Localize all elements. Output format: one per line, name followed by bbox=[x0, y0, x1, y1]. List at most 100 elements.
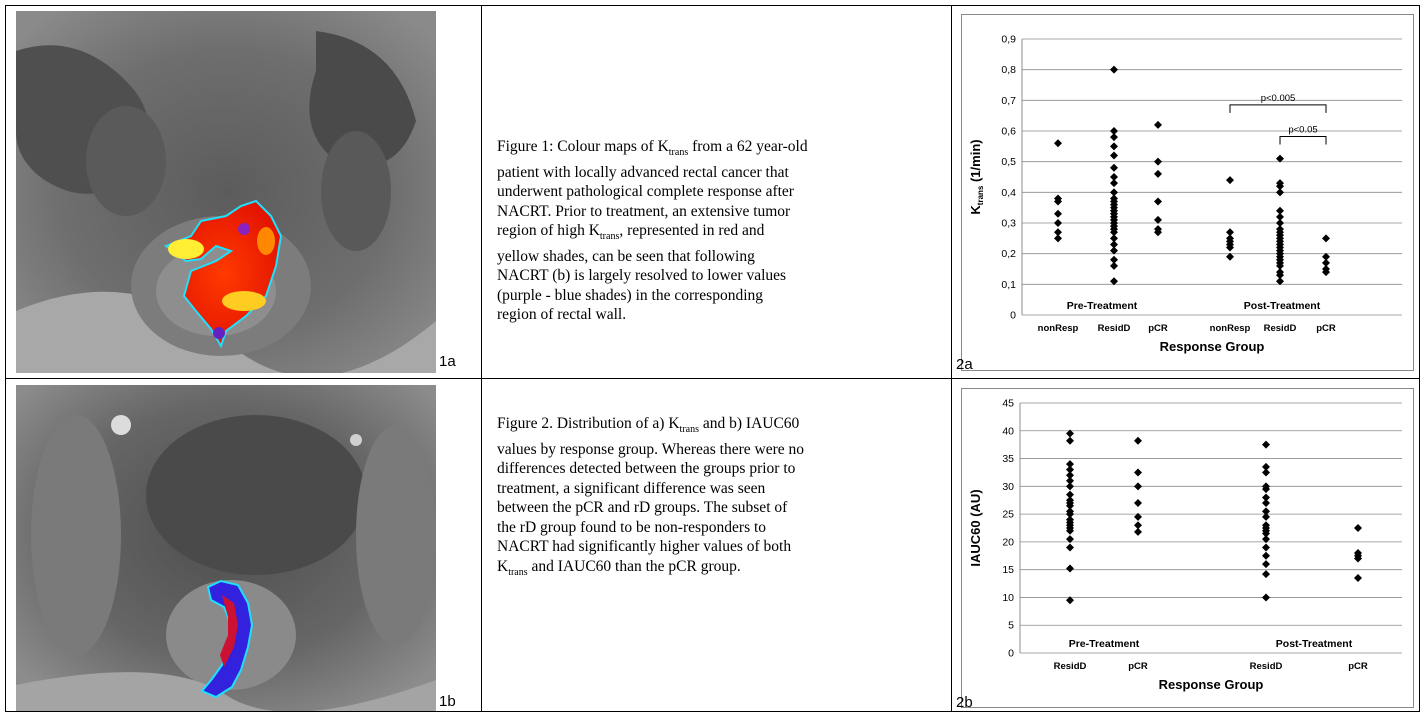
data-point bbox=[1066, 476, 1074, 485]
caption-line: differences detected between the groups … bbox=[497, 460, 796, 478]
x-tick-label: pCR bbox=[1316, 323, 1336, 334]
data-point bbox=[1110, 173, 1118, 181]
data-point bbox=[1066, 510, 1074, 519]
data-point bbox=[1322, 234, 1330, 243]
data-point bbox=[1066, 564, 1074, 573]
caption-line: values by response group. Whereas there … bbox=[497, 440, 805, 458]
caption-line: patient with locally advanced rectal can… bbox=[497, 163, 789, 181]
data-point bbox=[1154, 197, 1162, 206]
data-point bbox=[1276, 219, 1284, 227]
data-point bbox=[1276, 277, 1284, 286]
y-tick-label: 10 bbox=[1002, 592, 1014, 604]
caption-line: region of high Ktrans, represented in re… bbox=[497, 222, 765, 243]
panel-label-2a: 2a bbox=[956, 356, 973, 373]
caption-line: Ktrans and IAUC60 than the pCR group. bbox=[497, 557, 741, 578]
data-point bbox=[1322, 258, 1330, 267]
group-label: Pre-Treatment bbox=[1067, 300, 1138, 312]
data-point bbox=[1066, 526, 1074, 535]
data-point bbox=[1262, 593, 1270, 602]
chart-2a: 0 0,1 0,2 0,3 0,4 0,5 0,6 0,7 0,8 0,9 nonResp Resid… bbox=[968, 34, 1402, 354]
x-tick-label: ResidD bbox=[1098, 323, 1131, 334]
data-point bbox=[1066, 596, 1074, 605]
x-tick-label: nonResp bbox=[1210, 323, 1251, 334]
caption-line: Figure 2. Distribution of a) Ktrans and … bbox=[497, 415, 800, 436]
y-tick-label: 0,7 bbox=[1001, 95, 1016, 107]
data-point bbox=[1154, 120, 1162, 129]
data-point bbox=[1134, 436, 1142, 445]
x-tick-label: pCR bbox=[1148, 323, 1168, 334]
y-tick-label: 0,2 bbox=[1001, 248, 1016, 260]
caption-line: NACRT had significantly higher values of… bbox=[497, 538, 792, 556]
data-point bbox=[1134, 521, 1142, 530]
y-tick-label: 45 bbox=[1002, 398, 1014, 410]
mri-image-1a bbox=[16, 11, 436, 373]
data-point bbox=[1066, 436, 1074, 445]
y-tick-label: 0,6 bbox=[1001, 126, 1016, 138]
y-tick-label: 0 bbox=[1008, 648, 1014, 660]
y-tick-label: 5 bbox=[1008, 620, 1014, 632]
chart-2b-frame: 0 5 10 15 20 25 30 35 40 45 ResidD pCR ResidD pCR Pre-… bbox=[961, 388, 1414, 708]
annotation-label: p<0.05 bbox=[1288, 125, 1317, 136]
group-label: Post-Treatment bbox=[1276, 638, 1353, 650]
data-point bbox=[1262, 485, 1270, 494]
data-point bbox=[1110, 234, 1118, 243]
y-tick-label: 40 bbox=[1002, 425, 1014, 437]
y-axis-label: IAUC60 (AU) bbox=[968, 489, 983, 566]
data-point bbox=[1110, 246, 1118, 255]
panel-label-1b: 1b bbox=[439, 693, 456, 710]
data-point bbox=[1066, 460, 1074, 469]
x-tick-label: ResidD bbox=[1264, 323, 1297, 334]
data-point bbox=[1054, 139, 1062, 148]
data-point bbox=[1226, 243, 1234, 252]
data-point bbox=[1110, 65, 1118, 74]
data-point bbox=[1262, 570, 1270, 579]
data-point bbox=[1262, 529, 1270, 538]
annotation-label: p<0.005 bbox=[1261, 93, 1296, 104]
data-point bbox=[1226, 228, 1234, 237]
data-point bbox=[1066, 471, 1074, 480]
y-tick-label: 15 bbox=[1002, 564, 1014, 576]
caption-line: yellow shades, can be seen that followin… bbox=[497, 247, 755, 265]
column-divider-2 bbox=[951, 6, 952, 711]
data-point bbox=[1134, 512, 1142, 521]
data-point bbox=[1110, 163, 1118, 172]
data-point bbox=[1226, 176, 1234, 185]
x-tick-label: ResidD bbox=[1054, 661, 1087, 672]
data-point bbox=[1054, 219, 1062, 227]
data-point bbox=[1110, 127, 1118, 135]
data-point bbox=[1276, 154, 1284, 163]
data-point bbox=[1066, 482, 1074, 491]
data-point bbox=[1354, 574, 1362, 582]
y-axis-label: Ktrans (1/min) bbox=[968, 139, 985, 214]
y-tick-label: 0,4 bbox=[1001, 187, 1016, 199]
data-point bbox=[1054, 209, 1062, 218]
caption-line: Figure 1: Colour maps of Ktrans from a 6… bbox=[497, 138, 808, 159]
column-divider-1 bbox=[481, 6, 482, 711]
y-tick-label: 0,1 bbox=[1001, 279, 1016, 291]
data-point bbox=[1276, 206, 1284, 215]
mri-image-1b bbox=[16, 385, 436, 711]
data-point bbox=[1054, 197, 1062, 206]
data-point bbox=[1154, 157, 1162, 166]
y-tick-label: 35 bbox=[1002, 453, 1014, 465]
data-point bbox=[1262, 512, 1270, 521]
caption-figure-2: Figure 2. Distribution of a) Ktrans and … bbox=[497, 414, 937, 582]
y-tick-label: 25 bbox=[1002, 509, 1014, 521]
data-point bbox=[1134, 499, 1142, 507]
group-label: Post-Treatment bbox=[1244, 300, 1321, 312]
data-point bbox=[1134, 468, 1142, 477]
data-point bbox=[1276, 182, 1284, 191]
data-point bbox=[1066, 535, 1074, 544]
data-point bbox=[1066, 501, 1074, 510]
data-point bbox=[1110, 179, 1118, 188]
significance-bracket bbox=[1229, 104, 1327, 113]
data-point bbox=[1110, 142, 1118, 151]
data-point bbox=[1066, 490, 1074, 499]
y-tick-label: 20 bbox=[1002, 536, 1014, 548]
data-point bbox=[1154, 215, 1162, 224]
caption-figure-1: Figure 1: Colour maps of Ktrans from a 6… bbox=[497, 137, 937, 325]
chart-2b: 0 5 10 15 20 25 30 35 40 45 ResidD pCR ResidD pCR Pre-… bbox=[968, 398, 1402, 692]
data-point bbox=[1154, 228, 1162, 237]
data-point bbox=[1110, 240, 1118, 249]
data-point bbox=[1134, 482, 1142, 491]
